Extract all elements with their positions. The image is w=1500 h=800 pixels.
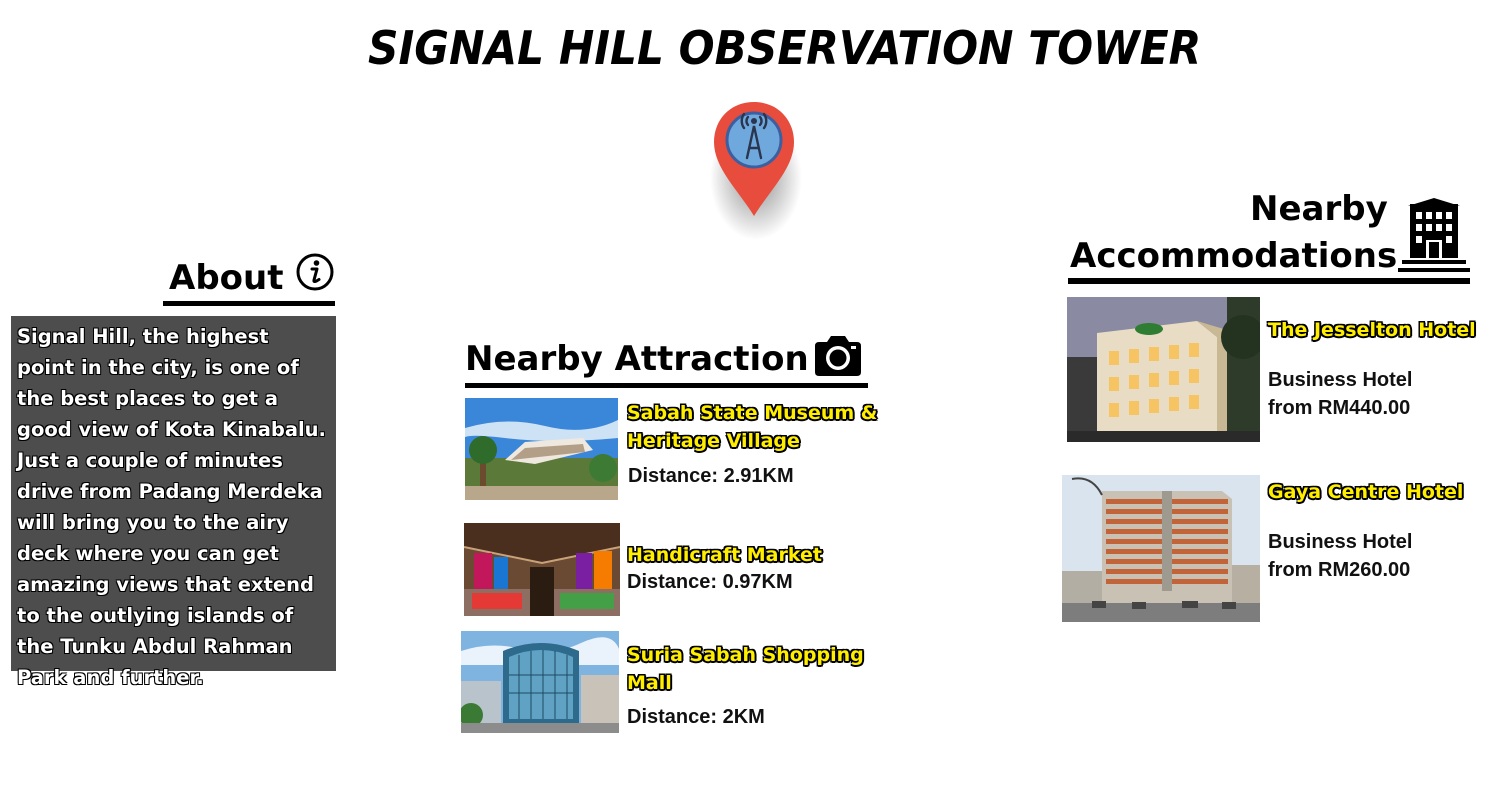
about-heading-label: About: [169, 258, 284, 298]
attractions-heading-label: Nearby Attraction: [465, 339, 809, 379]
page-title: SIGNAL HILL OBSERVATION TOWER: [368, 21, 1202, 75]
camera-icon: [811, 334, 865, 378]
accommodations-heading: Nearby Accommodations: [1068, 188, 1470, 284]
accommodation-name[interactable]: Gaya Centre Hotel: [1268, 481, 1464, 503]
attractions-heading: Nearby Attraction: [465, 332, 868, 388]
accommodations-heading-line2: Accommodations: [1070, 236, 1398, 276]
attraction-distance: Distance: 0.97KM: [627, 571, 793, 593]
info-icon: [295, 252, 335, 292]
jesselton-hotel-photo[interactable]: [1067, 297, 1260, 442]
accommodation-price: from RM440.00: [1268, 397, 1411, 419]
about-heading: About: [163, 250, 335, 306]
attraction-distance: Distance: 2KM: [627, 706, 765, 728]
gaya-centre-hotel-photo[interactable]: [1062, 475, 1260, 622]
accommodation-price: from RM260.00: [1268, 559, 1411, 581]
about-description-text: Signal Hill, the highest point in the ci…: [17, 325, 326, 689]
sabah-museum-photo[interactable]: [465, 398, 618, 500]
accommodations-heading-line1: Nearby: [1250, 189, 1388, 229]
attraction-distance: Distance: 2.91KM: [628, 465, 794, 487]
handicraft-market-photo[interactable]: [464, 523, 620, 616]
location-pin-tower-icon: [706, 98, 802, 248]
hotel-building-icon: [1398, 198, 1470, 280]
accommodation-type: Business Hotel: [1268, 531, 1413, 553]
about-description-box: Signal Hill, the highest point in the ci…: [11, 316, 336, 689]
accommodation-name[interactable]: The Jesselton Hotel: [1268, 319, 1476, 341]
attraction-name[interactable]: Handicraft Market: [627, 544, 822, 566]
attraction-name[interactable]: Sabah State Museum & Heritage Village: [627, 402, 878, 452]
suria-sabah-photo[interactable]: [461, 631, 619, 733]
attraction-name[interactable]: Suria Sabah Shopping Mall: [627, 644, 864, 694]
accommodation-type: Business Hotel: [1268, 369, 1413, 391]
